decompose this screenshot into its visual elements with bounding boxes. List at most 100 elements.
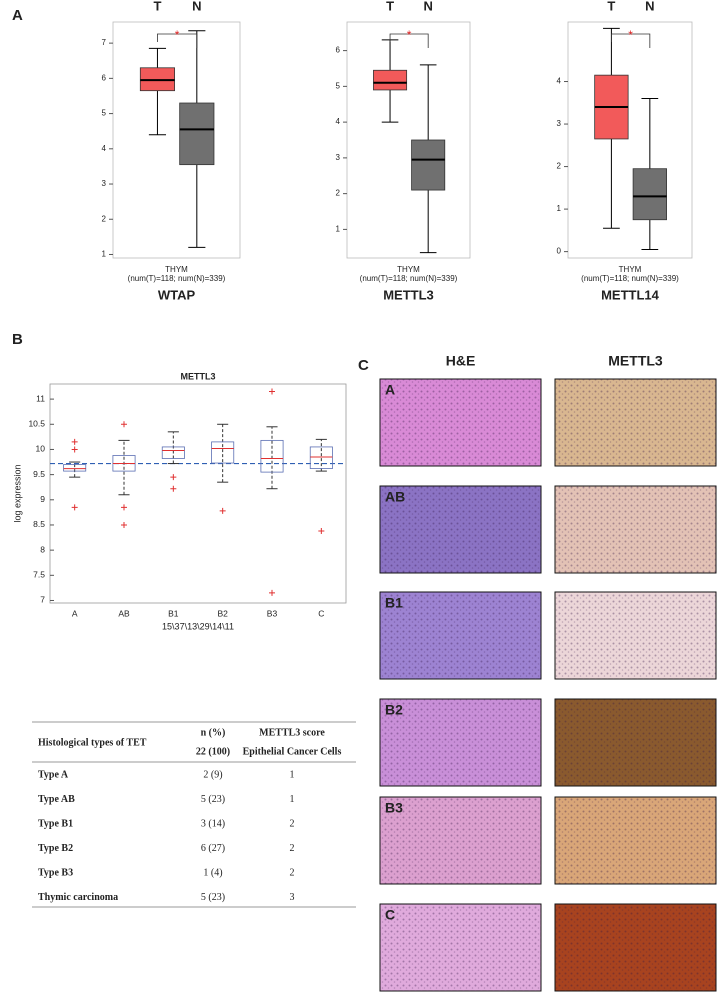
histology-texture [380,904,541,991]
y-tick-label: 11 [36,393,45,403]
y-tick-label: 0 [557,247,562,256]
significance-bracket [389,33,429,48]
table-cell: Thymic carcinoma [38,892,118,903]
y-tick-label: 4 [102,144,107,153]
significance-star: * [628,28,633,42]
x-label: THYM [397,265,420,274]
table-subheader: Epithelial Cancer Cells [243,746,342,757]
y-tick-label: 10 [36,444,46,454]
histology-texture [555,379,716,466]
chart-title: WTAP [158,287,196,302]
significance-bracket [611,33,651,48]
outlier [121,521,127,528]
y-tick-label: 7 [40,595,45,605]
outlier [71,438,78,445]
table-subheader: 22 (100) [196,746,230,757]
table-cell: Type AB [38,794,75,805]
y-tick-label: 3 [557,119,562,128]
box [260,439,284,473]
outlier [170,474,177,481]
box [309,446,333,469]
y-tick-label: 7 [102,38,107,47]
column-header: METTL3 [608,353,663,369]
x-tick-label: B2 [217,608,228,618]
table-cell: 3 (14) [201,818,225,829]
table-header: n (%) [201,727,226,738]
group-label: T [607,0,615,13]
outlier [170,485,177,492]
table-cell: 1 [290,794,295,805]
x-label: 15\37\13\29\14\11 [162,621,234,631]
outlier [121,421,127,428]
table-cell: 1 [290,769,295,780]
table-cell: Type A [38,769,69,780]
chart-title: METTL3 [383,287,434,302]
table-cell: Type B1 [38,818,73,829]
outlier [269,589,275,596]
group-label: N [645,0,654,13]
histology-texture [555,904,716,991]
table-cell: 5 (23) [201,794,225,805]
table-cell: 6 (27) [201,843,225,854]
group-label: N [423,0,432,13]
y-tick-label: 8 [40,544,45,554]
y-tick-label: 1 [336,225,341,234]
table-cell: 2 [290,818,295,829]
histology-texture [380,699,541,786]
x-tick-label: C [318,608,324,618]
box [373,69,408,91]
plot-frame [346,21,471,259]
histology-texture [380,797,541,884]
x-tick-label: B3 [267,608,278,618]
histology-texture [380,379,541,466]
outlier [121,504,127,511]
y-tick-label: 7.5 [33,570,45,580]
box [632,168,667,221]
table-cell: 2 (9) [203,769,222,780]
y-tick-label: 1 [557,204,562,213]
box [411,139,446,191]
table-cell: 2 [290,867,295,878]
outlier [318,528,325,535]
y-tick-label: 9.5 [33,469,45,479]
table-cell: 3 [290,892,295,903]
y-tick-label: 10.5 [28,419,45,429]
table-cell: 5 (23) [201,892,225,903]
panel-label: A [12,7,23,24]
y-tick-label: 6 [102,73,107,82]
plot-frame [49,383,347,604]
x-note: (num(T)=118; num(N)=339) [360,274,458,283]
plot-frame [112,21,241,259]
y-tick-label: 2 [102,214,107,223]
y-tick-label: 9 [40,494,45,504]
y-tick-label: 2 [557,162,562,171]
y-tick-label: 3 [102,179,107,188]
table-cell: Type B3 [38,867,73,878]
box [179,102,215,166]
y-label: log expression [12,464,22,522]
box [211,441,235,464]
row-label: AB [385,489,405,505]
panel-label: B [12,331,23,348]
group-label: N [192,0,201,13]
y-tick-label: 6 [336,46,341,55]
significance-star: * [407,28,412,42]
y-tick-label: 3 [336,153,341,162]
outlier [219,507,226,514]
x-note: (num(T)=118; num(N)=339) [128,274,226,283]
plot-frame [567,21,693,259]
x-note: (num(T)=118; num(N)=339) [581,274,679,283]
box [161,446,185,459]
table-cell: Type B2 [38,843,73,854]
x-tick-label: AB [118,608,130,618]
outlier [71,446,78,453]
x-label: THYM [165,265,188,274]
row-label: B2 [385,702,403,718]
outlier [269,388,275,395]
y-tick-label: 8.5 [33,519,45,529]
chart-title: METTL14 [601,287,660,302]
x-tick-label: A [72,608,78,618]
row-label: B3 [385,800,403,816]
